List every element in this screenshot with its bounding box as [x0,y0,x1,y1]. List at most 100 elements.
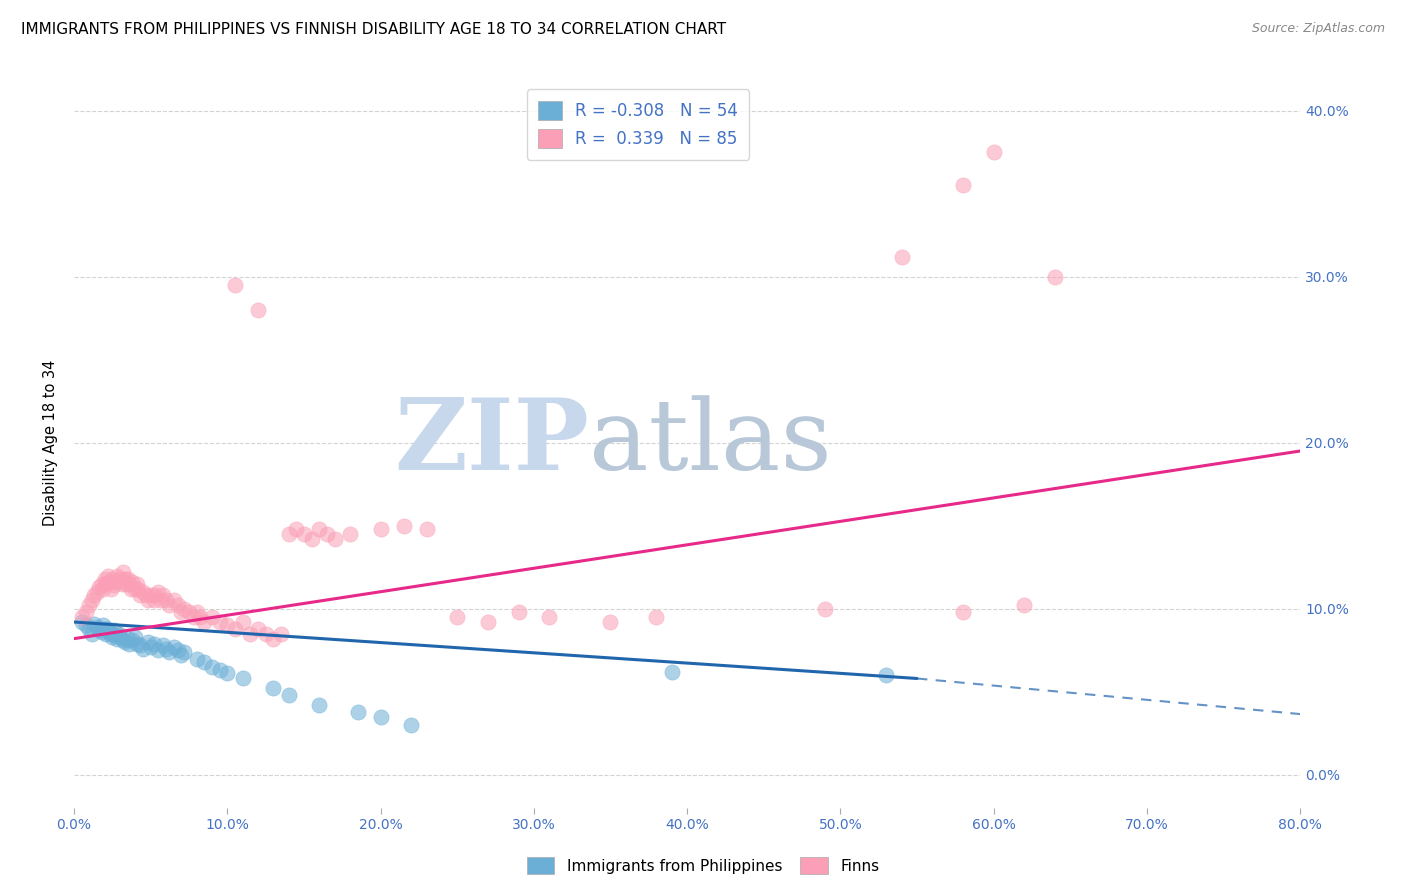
Point [136,635,159,649]
Y-axis label: Disability Age 18 to 34: Disability Age 18 to 34 [44,359,58,526]
Point [645,610,668,624]
Point [163,640,186,654]
Point [285,522,308,536]
Point [125,577,148,591]
Point [93,622,115,636]
Point [186,605,208,619]
Point [86,585,108,599]
Point [110,577,132,591]
Point [254,626,277,640]
Point [100,582,122,596]
Text: atlas: atlas [589,395,832,491]
Point [890,250,912,264]
Point [132,641,155,656]
Point [952,178,974,193]
Point [661,665,683,679]
Point [142,637,165,651]
Point [132,585,155,599]
Point [101,630,124,644]
Point [177,605,200,619]
Point [121,633,143,648]
Point [224,622,246,636]
Point [96,626,118,640]
Point [136,593,159,607]
Point [323,532,346,546]
Point [87,624,110,638]
Point [120,582,142,596]
Point [118,637,141,651]
Point [370,522,392,536]
Point [477,615,499,629]
Point [90,577,112,591]
Point [82,593,104,607]
Point [129,589,152,603]
Point [346,705,368,719]
Point [262,632,284,646]
Point [1012,599,1035,613]
Point [538,610,561,624]
Point [292,527,315,541]
Point [193,615,215,629]
Point [814,601,837,615]
Point [121,575,143,590]
Point [104,575,127,590]
Point [301,532,323,546]
Point [875,668,897,682]
Point [103,624,125,638]
Point [339,527,361,541]
Text: ZIP: ZIP [394,394,589,491]
Point [117,632,139,646]
Point [277,527,299,541]
Point [508,605,530,619]
Point [112,565,135,579]
Point [87,580,110,594]
Point [370,709,392,723]
Point [446,610,468,624]
Point [277,688,299,702]
Point [157,599,180,613]
Point [129,638,152,652]
Point [124,630,146,644]
Point [86,620,108,634]
Point [98,625,121,640]
Point [108,572,131,586]
Point [127,582,149,596]
Point [91,618,114,632]
Point [415,522,437,536]
Point [112,633,135,648]
Point [124,582,146,596]
Point [217,618,239,632]
Point [167,599,190,613]
Point [118,577,141,591]
Point [148,643,170,657]
Point [101,572,124,586]
Point [201,610,224,624]
Point [173,645,195,659]
Point [114,572,136,586]
Point [108,630,131,644]
Point [183,610,205,624]
Point [97,568,120,582]
Point [79,599,101,613]
Point [97,622,120,636]
Point [70,610,93,624]
Point [983,145,1005,160]
Point [1043,269,1066,284]
Point [105,568,128,582]
Point [308,698,330,712]
Point [201,660,224,674]
Point [208,663,231,677]
Point [114,635,136,649]
Point [117,572,139,586]
Point [167,643,190,657]
Point [143,589,166,603]
Text: Source: ZipAtlas.com: Source: ZipAtlas.com [1251,22,1385,36]
Point [399,718,422,732]
Point [246,302,269,317]
Point [152,638,174,652]
Point [155,593,177,607]
Point [952,605,974,619]
Point [148,585,170,599]
Point [163,593,186,607]
Point [246,622,269,636]
